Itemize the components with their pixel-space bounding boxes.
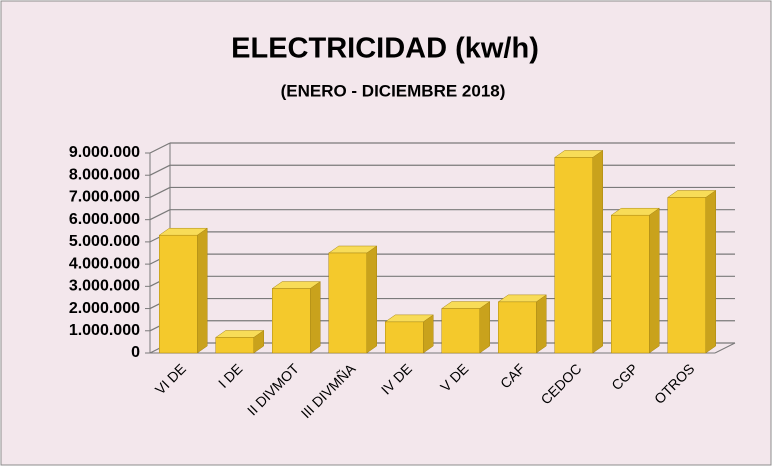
bar bbox=[328, 252, 367, 354]
grid-line-side bbox=[149, 164, 171, 176]
bar bbox=[159, 234, 198, 354]
grid-line-side bbox=[149, 209, 171, 221]
chart-title: ELECTRICIDAD (kw/h) bbox=[231, 33, 539, 65]
bar-side bbox=[366, 245, 377, 354]
bar-side bbox=[536, 294, 547, 354]
y-tick-label: 2.000.000 bbox=[69, 300, 140, 317]
chart-subtitle: (ENERO - DICIEMBRE 2018) bbox=[281, 81, 506, 100]
y-tick-label: 3.000.000 bbox=[69, 278, 140, 295]
bar-side bbox=[197, 227, 208, 354]
bar bbox=[385, 321, 424, 354]
bar-side bbox=[705, 189, 716, 354]
bar-side bbox=[479, 301, 490, 354]
bar bbox=[554, 157, 593, 354]
y-tick-label: 4.000.000 bbox=[69, 255, 140, 272]
floor-right bbox=[714, 342, 736, 354]
bar-side bbox=[310, 281, 321, 354]
grid-line-side bbox=[149, 186, 171, 198]
y-tick-label: 9.000.000 bbox=[69, 144, 140, 161]
bar bbox=[667, 197, 706, 354]
bar-side bbox=[592, 149, 603, 354]
bar bbox=[441, 308, 480, 354]
y-tick-label: 6.000.000 bbox=[69, 211, 140, 228]
bar bbox=[215, 337, 254, 354]
bar bbox=[272, 288, 311, 354]
y-tick-label: 1.000.000 bbox=[69, 322, 140, 339]
y-tick-label: 7.000.000 bbox=[69, 189, 140, 206]
y-tick-label: 5.000.000 bbox=[69, 233, 140, 250]
bar-side bbox=[649, 207, 660, 354]
bar bbox=[611, 214, 650, 354]
y-tick-label: 8.000.000 bbox=[69, 166, 140, 183]
y-tick-label: 0 bbox=[131, 344, 140, 361]
bar bbox=[498, 301, 537, 354]
grid-line-side bbox=[149, 142, 171, 154]
